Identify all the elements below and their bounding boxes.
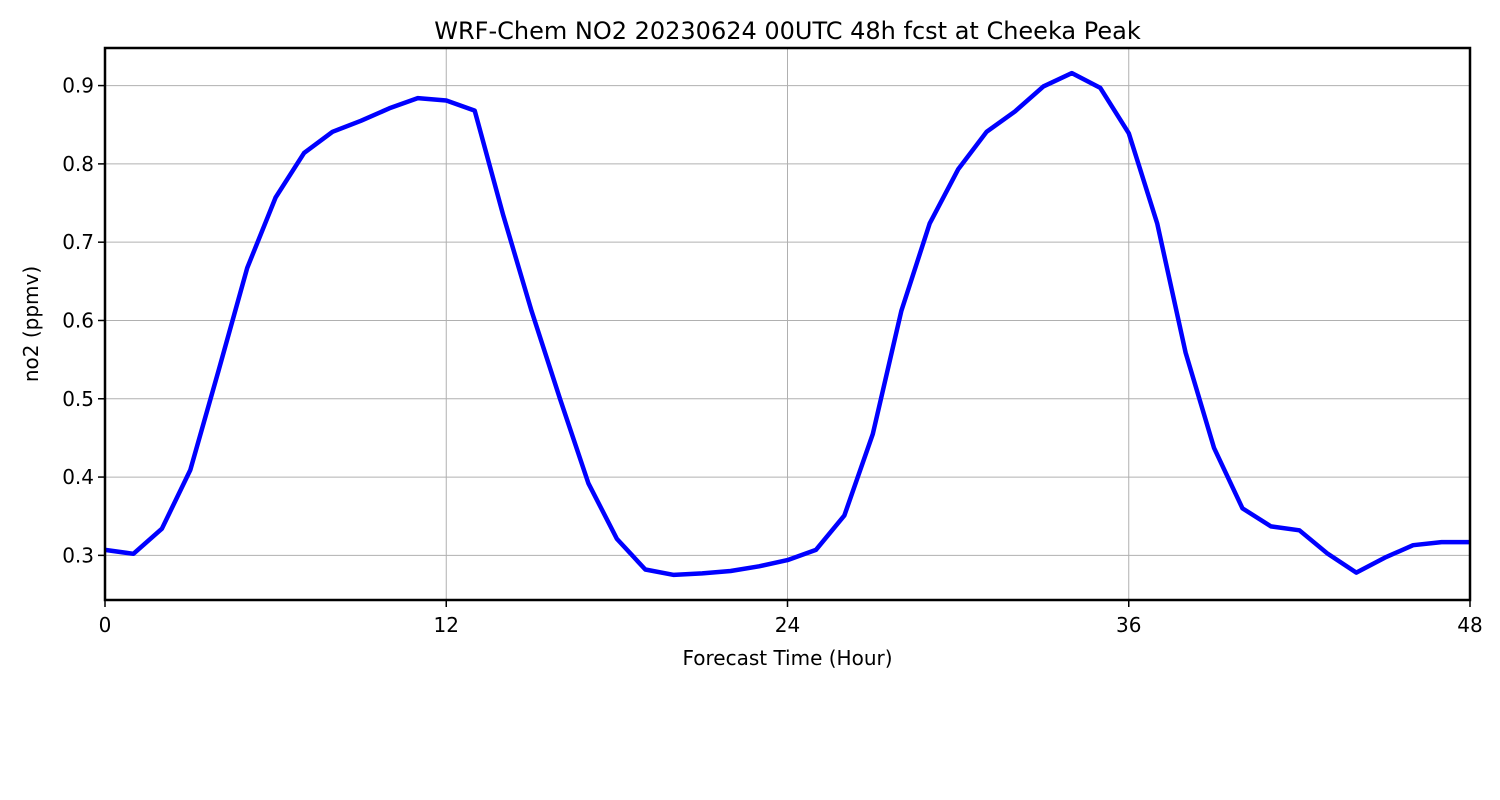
y-tick-label: 0.4: [62, 465, 94, 489]
y-tick-label: 0.6: [62, 308, 94, 332]
y-tick-label: 0.9: [62, 74, 94, 98]
x-axis-label: Forecast Time (Hour): [682, 646, 892, 670]
y-tick-label: 0.8: [62, 152, 94, 176]
x-tick-label: 48: [1457, 613, 1482, 637]
x-tick-label: 0: [99, 613, 112, 637]
series-line: [104, 70, 1470, 578]
y-tick-label: 0.3: [62, 543, 94, 567]
x-tick-label: 12: [434, 613, 459, 637]
y-axis-label: no2 (ppmv): [19, 266, 43, 382]
x-tick-label: 24: [775, 613, 800, 637]
tick-marks: [98, 84, 1471, 607]
x-tick-label: 36: [1116, 613, 1141, 637]
tick-labels: 0 12 24 36 48 0.3 0.4 0.5 0.6 0.7 0.8 0.9: [62, 74, 1483, 637]
series-layer: [104, 70, 1470, 578]
y-tick-label: 0.7: [62, 230, 94, 254]
chart-title: WRF-Chem NO2 20230624 00UTC 48h fcst at …: [434, 17, 1141, 45]
grid-lines: [104, 48, 1471, 600]
y-tick-label: 0.5: [62, 387, 94, 411]
